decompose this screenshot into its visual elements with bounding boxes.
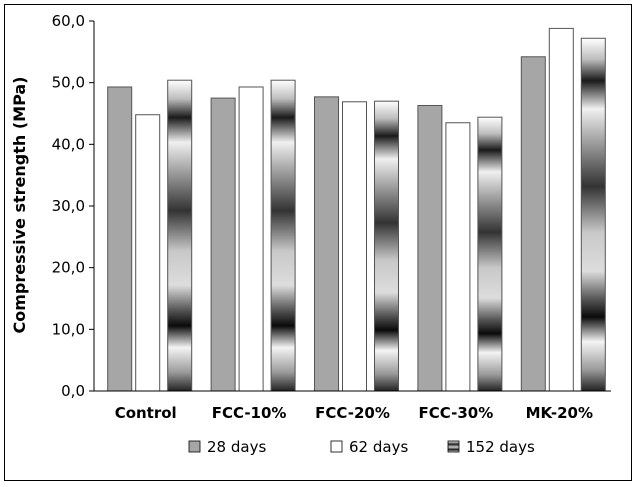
- y-tick-label: 20,0: [52, 259, 85, 277]
- bar-control-152-days: [167, 79, 193, 392]
- bar-fcc-10--152-days: [270, 79, 296, 392]
- bar-mk-20--28-days: [520, 56, 546, 392]
- bar-fcc-20--28-days: [314, 96, 339, 392]
- bar-fcc-10--28-days: [210, 97, 236, 392]
- bar-fcc-20--62-days: [342, 101, 367, 392]
- bars: [107, 27, 606, 392]
- x-tick-label: FCC-10%: [212, 404, 287, 422]
- x-tick-label: FCC-20%: [315, 404, 390, 422]
- y-tick-label: 10,0: [52, 320, 85, 338]
- y-axis-title: Compressive strength (MPa): [10, 77, 29, 334]
- bar-fcc-30--62-days: [445, 122, 471, 392]
- legend-label-152-days: 152 days: [466, 438, 535, 456]
- legend-label-28-days: 28 days: [207, 438, 266, 456]
- legend-swatch-28-days: [188, 440, 201, 453]
- y-tick-label: 0,0: [61, 382, 85, 400]
- legend-swatch-152-days: [447, 440, 460, 453]
- legend-swatch-62-days: [330, 440, 343, 453]
- bar-control-28-days: [107, 86, 133, 392]
- bar-mk-20--62-days: [548, 27, 574, 392]
- x-tick-label: Control: [115, 404, 177, 422]
- x-tick-label: MK-20%: [526, 404, 593, 422]
- y-tick-label: 30,0: [52, 197, 85, 215]
- legend: 28 days 62 days 152 days: [188, 438, 535, 456]
- bar-fcc-30--152-days: [477, 116, 503, 392]
- bar-fcc-20--152-days: [374, 100, 399, 392]
- x-axis-labels: Control FCC-10% FCC-20% FCC-30% MK-20%: [115, 404, 593, 422]
- bar-fcc-10--62-days: [238, 86, 264, 392]
- axes: [93, 21, 611, 392]
- y-tick-label: 60,0: [52, 12, 85, 30]
- y-tick-label: 40,0: [52, 135, 85, 153]
- legend-label-62-days: 62 days: [349, 438, 408, 456]
- y-axis-ticks: 0,0 10,0 20,0 30,0 40,0 50,0 60,0: [52, 12, 94, 400]
- y-tick-label: 50,0: [52, 74, 85, 92]
- x-tick-label: FCC-30%: [419, 404, 494, 422]
- bar-fcc-30--28-days: [417, 104, 443, 392]
- bar-mk-20--152-days: [580, 37, 606, 392]
- bar-control-62-days: [135, 114, 161, 392]
